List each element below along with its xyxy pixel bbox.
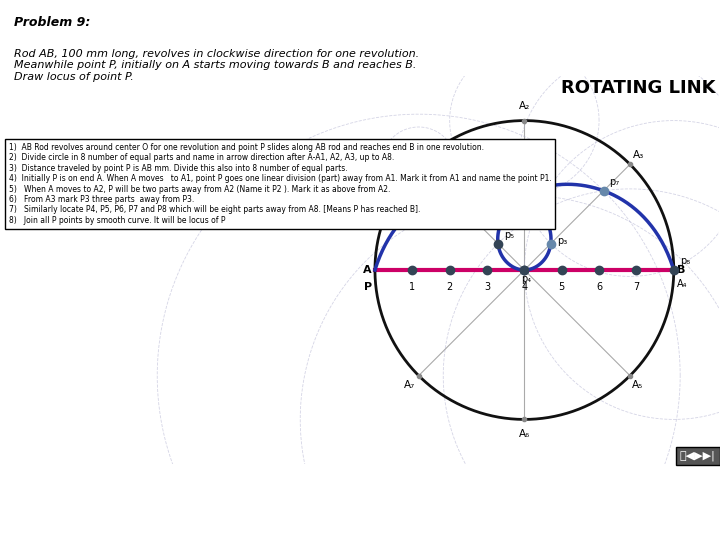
Text: p₆: p₆ bbox=[516, 178, 526, 188]
Text: p₂: p₂ bbox=[518, 178, 528, 188]
Text: 1: 1 bbox=[409, 282, 415, 292]
Text: A₅: A₅ bbox=[632, 380, 643, 390]
Text: 1)  AB Rod revolves around center O for one revolution and point P slides along : 1) AB Rod revolves around center O for o… bbox=[9, 143, 552, 225]
Text: p₁: p₁ bbox=[436, 174, 446, 184]
Text: Rod AB, 100 mm long, revolves in clockwise direction for one revolution.
Meanwhi: Rod AB, 100 mm long, revolves in clockwi… bbox=[14, 49, 420, 82]
Text: A₇: A₇ bbox=[404, 380, 415, 390]
Text: 2: 2 bbox=[446, 282, 453, 292]
Text: 6: 6 bbox=[596, 282, 602, 292]
Text: ROTATING LINK: ROTATING LINK bbox=[561, 79, 716, 97]
Text: A₆: A₆ bbox=[518, 429, 530, 440]
Text: p₄: p₄ bbox=[521, 274, 531, 284]
Text: Problem 9:: Problem 9: bbox=[14, 16, 91, 29]
Text: A: A bbox=[364, 265, 372, 275]
Text: p₇: p₇ bbox=[610, 177, 620, 187]
Text: ⏮◀▶▶|: ⏮◀▶▶| bbox=[680, 451, 716, 461]
Text: p₅: p₅ bbox=[504, 230, 514, 240]
Text: A₂: A₂ bbox=[518, 100, 530, 111]
Text: A₃: A₃ bbox=[634, 150, 644, 160]
Text: A₁: A₁ bbox=[398, 150, 410, 160]
Text: p₃: p₃ bbox=[557, 235, 567, 246]
Text: 4: 4 bbox=[521, 282, 528, 292]
Text: p₈: p₈ bbox=[680, 256, 690, 266]
Text: A₄: A₄ bbox=[677, 279, 688, 289]
Text: 5: 5 bbox=[559, 282, 565, 292]
Text: 3: 3 bbox=[484, 282, 490, 292]
Text: B: B bbox=[677, 265, 685, 275]
Text: 7: 7 bbox=[634, 282, 639, 292]
Text: P: P bbox=[364, 282, 372, 292]
